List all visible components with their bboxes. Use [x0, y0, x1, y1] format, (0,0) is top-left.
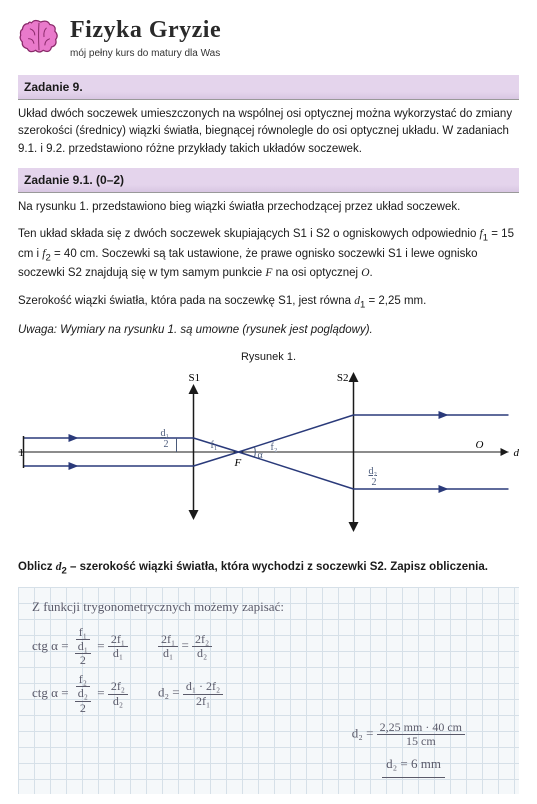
hw-d2-1: d₂ = d₁ · 2f₂2f₁ [158, 680, 223, 707]
task9-body: Układ dwóch soczewek umieszczonych na ws… [18, 106, 519, 158]
hw-d2-2: d₂ = 2,25 mm · 40 cm15 cm [352, 721, 465, 748]
task91-note: Uwaga: Wymiary na rysunku 1. są umowne (… [18, 322, 519, 339]
question: Oblicz d2 – szerokość wiązki światła, kt… [18, 559, 519, 579]
task91-p3: Szerokość wiązki światła, która pada na … [18, 293, 519, 313]
marker-1: 1 [19, 447, 25, 459]
svg-text:2: 2 [164, 439, 169, 450]
brain-icon [18, 17, 60, 57]
ray-diagram: S1 S2 F O d 1 d₁ 2 f₁ f₂ [18, 370, 519, 535]
handwritten-solution: Z funkcji trygonometrycznych możemy zapi… [18, 587, 519, 794]
page-header: Fizyka Gryzie mój pełny kurs do matury d… [18, 12, 519, 61]
task91-p1: Na rysunku 1. przedstawiono bieg wiązki … [18, 199, 519, 216]
label-s2: S2 [337, 372, 349, 384]
hw-eq1: ctg α = f₁d₁2 = 2f₁d₁ [32, 626, 128, 668]
label-s1: S1 [189, 372, 201, 384]
label-O: O [476, 439, 484, 451]
hand-d1: d₁ [161, 428, 170, 439]
hand-alpha: α [258, 450, 264, 461]
task91-header: Zadanie 9.1. (0–2) [18, 168, 519, 193]
hw-intro: Z funkcji trygonometrycznych możemy zapi… [32, 597, 505, 618]
hand-f1: f₁ [211, 440, 218, 451]
hw-right1: 2f₁d₁ = 2f₂d₂ [158, 633, 212, 660]
hand-f2: f₂ [271, 442, 278, 453]
task91-p2: Ten układ składa się z dwóch soczewek sk… [18, 226, 519, 283]
label-d: d [514, 447, 520, 459]
figure-caption: Rysunek 1. [18, 349, 519, 366]
hw-final: d₂ = 6 mm [382, 754, 445, 778]
site-title: Fizyka Gryzie [70, 12, 221, 48]
hw-eq2: ctg α = f₂d₂2 = 2f₂d₂ [32, 673, 128, 715]
label-F: F [234, 457, 242, 469]
hand-d2: d₂ [369, 466, 378, 477]
svg-text:2: 2 [372, 477, 377, 488]
task9-header: Zadanie 9. [18, 75, 519, 100]
site-subtitle: mój pełny kurs do matury dla Was [70, 46, 221, 61]
